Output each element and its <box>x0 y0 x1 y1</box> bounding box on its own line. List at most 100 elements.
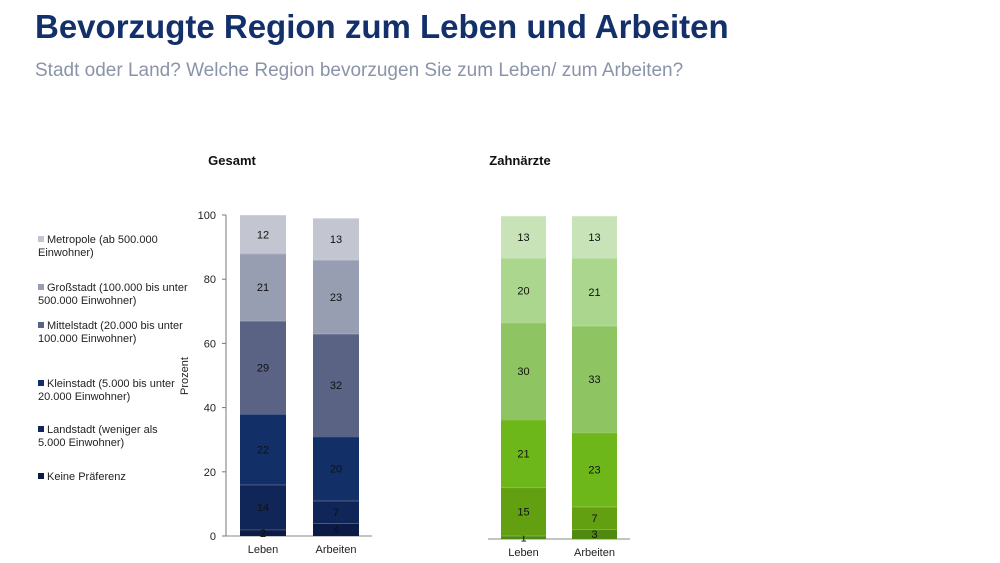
bar-segment <box>240 414 286 485</box>
segment-divider <box>313 333 359 335</box>
bar-segment <box>572 325 617 433</box>
data-label: 20 <box>517 285 529 297</box>
data-label: 21 <box>517 448 529 460</box>
y-tick-label: 80 <box>204 274 216 286</box>
legend-label: Großstadt (100.000 bis unter 500.000 Ein… <box>38 282 188 307</box>
x-tick-label: Arbeiten <box>316 544 357 556</box>
data-label: 7 <box>591 513 597 525</box>
x-tick-label: Leben <box>508 547 539 559</box>
segment-divider <box>501 487 546 489</box>
legend-label: Kleinstadt (5.000 bis unter 20.000 Einwo… <box>38 378 175 403</box>
segment-divider <box>572 529 617 531</box>
bar-segment <box>240 253 286 321</box>
legend-item: Kleinstadt (5.000 bis unter 20.000 Einwo… <box>38 378 188 404</box>
bar-segment <box>572 432 617 507</box>
data-label: 23 <box>588 465 600 477</box>
data-label: 12 <box>257 229 269 241</box>
bar-segment <box>501 419 546 488</box>
data-label: 29 <box>257 362 269 374</box>
bar-segment <box>240 215 286 254</box>
data-label: 21 <box>588 287 600 299</box>
legend-item: Landstadt (weniger als 5.000 Einwohner) <box>38 424 188 450</box>
data-label: 2 <box>260 528 266 540</box>
bar-segment <box>240 320 286 415</box>
bar-segment <box>313 500 359 524</box>
segment-divider <box>240 320 286 322</box>
segment-divider <box>313 259 359 261</box>
bar-segment <box>313 218 359 260</box>
legend-swatch <box>38 426 44 432</box>
data-label: 23 <box>330 292 342 304</box>
y-tick-label: 20 <box>204 467 216 479</box>
y-axis-label: Prozent <box>179 357 191 395</box>
legend-label: Keine Präferenz <box>47 471 126 483</box>
legend-item: Großstadt (100.000 bis unter 500.000 Ein… <box>38 282 188 308</box>
bar-segment <box>572 506 617 530</box>
bar-segment <box>313 259 359 334</box>
bar-segment <box>313 436 359 501</box>
x-tick-label: Arbeiten <box>574 547 615 559</box>
data-label: 20 <box>330 464 342 476</box>
x-tick-label: Leben <box>248 544 279 556</box>
bar-segment <box>501 216 546 258</box>
segment-divider <box>240 215 286 216</box>
legend-item: Keine Präferenz <box>38 471 188 484</box>
bar-segment <box>313 523 359 536</box>
legend-swatch <box>38 236 44 242</box>
segment-divider <box>572 216 617 217</box>
bar-segment <box>313 333 359 437</box>
segment-divider <box>240 414 286 415</box>
data-label: 32 <box>330 380 342 392</box>
segment-divider <box>572 432 617 434</box>
segment-divider <box>313 500 359 502</box>
chart-title: Gesamt <box>208 153 256 168</box>
bar-segment <box>501 257 546 323</box>
data-label: 7 <box>333 507 339 519</box>
bar-segment <box>572 529 617 539</box>
data-label: 3 <box>591 529 597 541</box>
data-label: 4 <box>333 525 339 537</box>
y-tick-label: 0 <box>210 531 216 543</box>
data-label: 1 <box>520 532 526 544</box>
segment-divider <box>572 325 617 327</box>
bar-segment <box>501 322 546 420</box>
legend-swatch <box>38 322 44 328</box>
data-label: 22 <box>257 444 269 456</box>
segment-divider <box>572 257 617 259</box>
bar-segment <box>501 535 546 539</box>
legend-label: Mittelstadt (20.000 bis unter 100.000 Ei… <box>38 320 183 345</box>
segment-divider <box>501 216 546 217</box>
legend-item: Metropole (ab 500.000 Einwohner) <box>38 234 188 260</box>
data-label: 15 <box>517 507 529 519</box>
segment-divider <box>240 253 286 255</box>
bar-segment <box>240 529 286 536</box>
segment-divider <box>501 419 546 421</box>
segment-divider <box>313 436 359 438</box>
segment-divider <box>572 506 617 508</box>
bar-segment <box>501 487 546 536</box>
bar-segment <box>240 484 286 530</box>
segment-divider <box>501 257 546 259</box>
legend-item: Mittelstadt (20.000 bis unter 100.000 Ei… <box>38 320 188 346</box>
y-tick-label: 100 <box>198 210 216 222</box>
legend-label: Metropole (ab 500.000 Einwohner) <box>38 234 158 259</box>
bar-segment <box>572 216 617 258</box>
segment-divider <box>313 218 359 220</box>
data-label: 13 <box>330 234 342 246</box>
legend-swatch <box>38 380 44 386</box>
y-tick-label: 40 <box>204 403 216 415</box>
page-title: Bevorzugte Region zum Leben und Arbeiten <box>35 8 729 45</box>
data-label: 21 <box>257 282 269 294</box>
data-label: 30 <box>517 366 529 378</box>
segment-divider <box>501 322 546 324</box>
data-label: 13 <box>517 232 529 244</box>
segment-divider <box>501 535 546 537</box>
segment-divider <box>313 523 359 524</box>
legend-swatch <box>38 473 44 479</box>
chart-title: Zahnärzte <box>489 153 550 168</box>
data-label: 33 <box>588 374 600 386</box>
data-label: 14 <box>257 502 269 514</box>
segment-divider <box>240 484 286 486</box>
page-subtitle: Stadt oder Land? Welche Region bevorzuge… <box>35 60 684 81</box>
legend-label: Landstadt (weniger als 5.000 Einwohner) <box>38 424 158 449</box>
